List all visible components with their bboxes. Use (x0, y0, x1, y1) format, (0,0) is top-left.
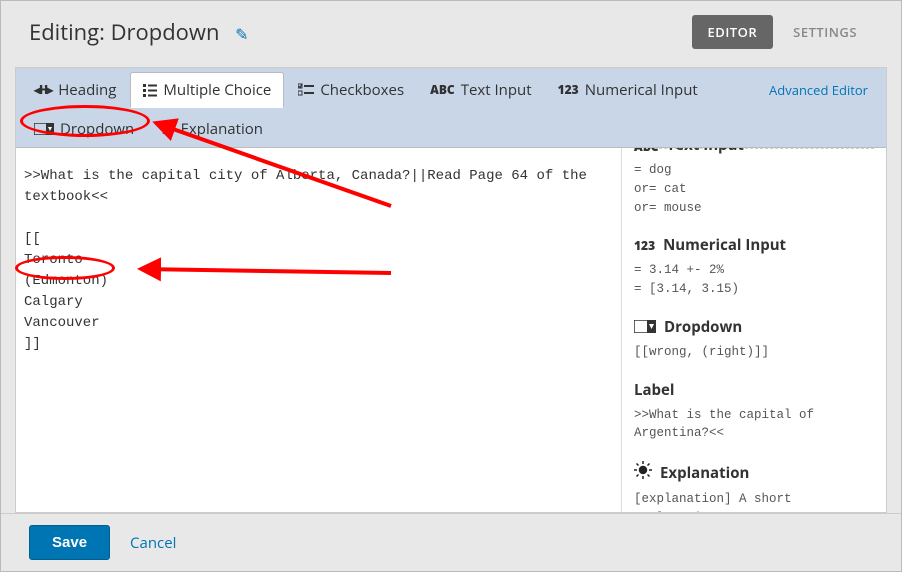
dropdown-icon (34, 123, 54, 135)
sun-icon (160, 118, 174, 140)
header-tabs: EDITOR SETTINGS (692, 15, 873, 49)
help-sidebar[interactable]: Text Input = dog or= cat or= mouse Numer… (621, 148, 886, 512)
toolbar-explanation[interactable]: Explanation (148, 111, 275, 147)
help-title-label: Label (634, 380, 674, 400)
help-title-numerical: Numerical Input (663, 235, 786, 255)
checkbox-icon (298, 83, 314, 97)
abc-icon (634, 148, 659, 155)
toolbar-numerical-label: Numerical Input (585, 80, 698, 100)
help-title-dropdown: Dropdown (664, 317, 742, 337)
help-code-explanation: [explanation] A short explanation (634, 490, 874, 512)
toolbar-dropdown-label: Dropdown (60, 119, 134, 139)
advanced-editor-link[interactable]: Advanced Editor (757, 73, 880, 107)
toolbar-heading-label: Heading (58, 80, 116, 100)
code-editor[interactable]: >>What is the capital city of Alberta, C… (16, 148, 621, 512)
help-title-explanation: Explanation (660, 463, 749, 483)
toolbar-checkboxes-label: Checkboxes (320, 80, 404, 100)
toolbar-multiple-choice[interactable]: Multiple Choice (130, 72, 284, 108)
help-text-input: Text Input = dog or= cat or= mouse (634, 148, 874, 217)
help-label: Label >>What is the capital of Argentina… (634, 380, 874, 444)
toolbar-numerical-input[interactable]: Numerical Input (546, 73, 710, 107)
toolbar-heading[interactable]: Heading (22, 73, 128, 107)
toolbar-explanation-label: Explanation (181, 119, 263, 139)
toolbar-dropdown[interactable]: Dropdown (22, 112, 146, 146)
help-code-numerical: = 3.14 +- 2% = [3.14, 3.15) (634, 261, 874, 299)
edit-icon[interactable]: ✎ (235, 23, 248, 45)
help-explanation: Explanation [explanation] A short explan… (634, 461, 874, 512)
toolbar: Heading Multiple Choice Checkboxes Text … (16, 68, 886, 148)
content-panel: Heading Multiple Choice Checkboxes Text … (15, 67, 887, 513)
modal-footer: Save Cancel (1, 513, 901, 571)
help-code-label: >>What is the capital of Argentina?<< (634, 406, 874, 444)
abc-icon (430, 81, 455, 98)
help-dropdown: Dropdown [[wrong, (right)]] (634, 317, 874, 362)
title-text: Editing: Dropdown (29, 17, 219, 47)
bulb-icon (634, 461, 652, 484)
main-body: >>What is the capital city of Alberta, C… (16, 148, 886, 512)
toolbar-mc-label: Multiple Choice (163, 80, 271, 100)
heading-icon (34, 81, 52, 98)
dropdown-icon (634, 320, 656, 333)
save-button[interactable]: Save (29, 525, 110, 560)
tab-settings[interactable]: SETTINGS (777, 15, 873, 49)
tab-editor[interactable]: EDITOR (692, 15, 774, 49)
cancel-link[interactable]: Cancel (130, 533, 176, 553)
help-code-dropdown: [[wrong, (right)]] (634, 343, 874, 362)
help-numerical-input: Numerical Input = 3.14 +- 2% = [3.14, 3.… (634, 235, 874, 299)
page-title: Editing: Dropdown ✎ (29, 17, 249, 47)
modal-header: Editing: Dropdown ✎ EDITOR SETTINGS (1, 1, 901, 59)
toolbar-text-input-label: Text Input (461, 80, 532, 100)
help-title-text-input: Text Input (667, 148, 744, 155)
toolbar-checkboxes[interactable]: Checkboxes (286, 73, 416, 107)
list-icon (143, 83, 157, 97)
123-icon (558, 81, 579, 98)
toolbar-text-input[interactable]: Text Input (418, 73, 544, 107)
help-code-text-input: = dog or= cat or= mouse (634, 161, 874, 217)
123-icon (634, 237, 655, 254)
